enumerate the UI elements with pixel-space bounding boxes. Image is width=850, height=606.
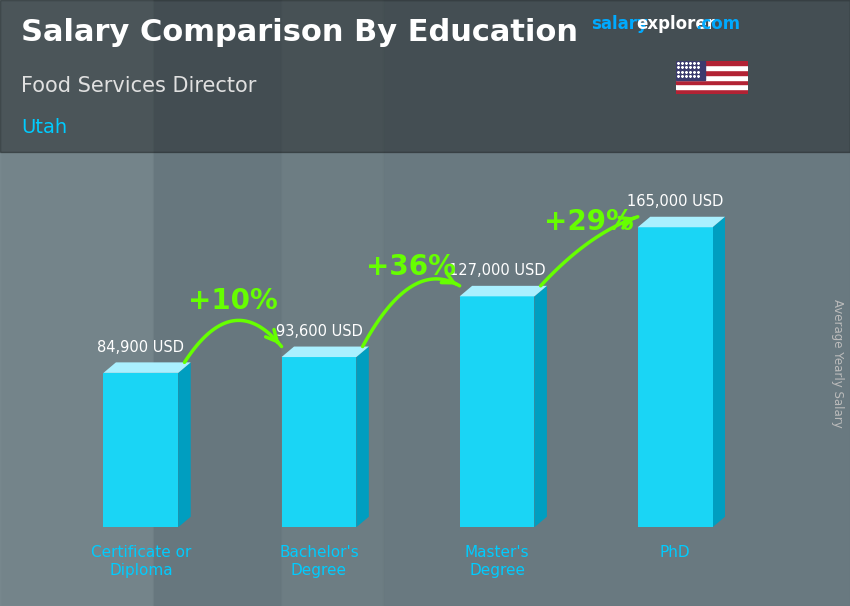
Polygon shape — [638, 217, 725, 227]
Polygon shape — [712, 217, 725, 527]
Polygon shape — [178, 362, 190, 527]
Bar — [676, 84, 748, 89]
Polygon shape — [535, 286, 547, 527]
Polygon shape — [104, 373, 178, 527]
Text: explorer: explorer — [636, 15, 715, 33]
Text: .com: .com — [695, 15, 740, 33]
Text: salary: salary — [591, 15, 648, 33]
Bar — [382, 0, 850, 606]
Bar — [676, 65, 748, 70]
Bar — [676, 75, 748, 79]
Text: Master's
Degree: Master's Degree — [465, 545, 530, 578]
Bar — [676, 70, 748, 75]
Text: Bachelor's
Degree: Bachelor's Degree — [279, 545, 359, 578]
Polygon shape — [281, 347, 369, 357]
Polygon shape — [104, 362, 190, 373]
Text: Utah: Utah — [21, 118, 67, 137]
Bar — [676, 61, 748, 65]
Text: PhD: PhD — [660, 545, 690, 560]
Polygon shape — [356, 347, 369, 527]
Bar — [0, 0, 850, 152]
Polygon shape — [460, 296, 535, 527]
Bar — [153, 0, 280, 606]
Text: 127,000 USD: 127,000 USD — [449, 264, 546, 278]
Text: Average Yearly Salary: Average Yearly Salary — [830, 299, 844, 428]
Text: Food Services Director: Food Services Director — [21, 76, 257, 96]
Polygon shape — [638, 227, 712, 527]
Text: 84,900 USD: 84,900 USD — [98, 340, 184, 355]
Text: +10%: +10% — [188, 287, 278, 315]
Text: Salary Comparison By Education: Salary Comparison By Education — [21, 18, 578, 47]
Bar — [676, 89, 748, 94]
Polygon shape — [460, 286, 547, 296]
Bar — [280, 0, 382, 606]
Text: +36%: +36% — [366, 253, 456, 281]
Text: +29%: +29% — [544, 208, 634, 236]
Bar — [0, 0, 153, 606]
Bar — [676, 79, 748, 84]
Text: 93,600 USD: 93,600 USD — [275, 324, 362, 339]
Polygon shape — [281, 357, 356, 527]
Text: 165,000 USD: 165,000 USD — [627, 195, 723, 209]
Text: Certificate or
Diploma: Certificate or Diploma — [91, 545, 191, 578]
Bar — [676, 61, 705, 79]
